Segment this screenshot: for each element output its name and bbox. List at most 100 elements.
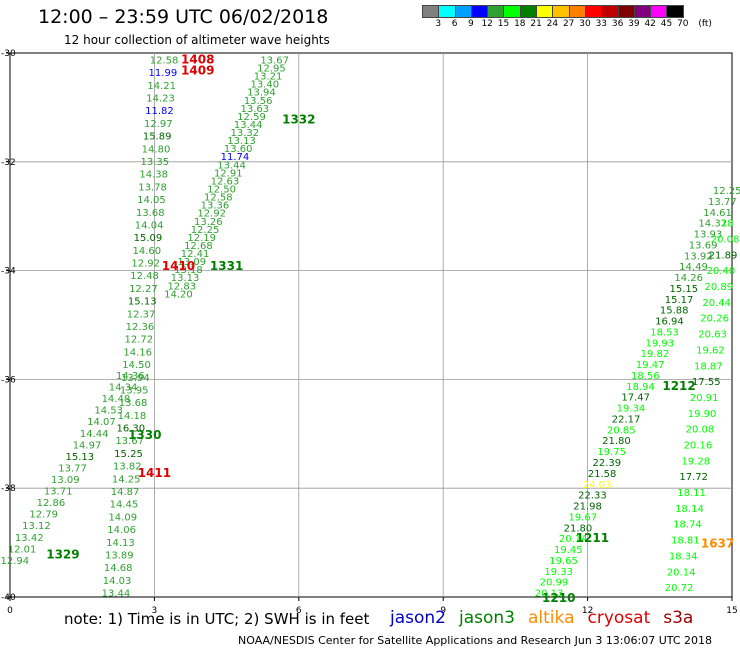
swh-value: 13.13 [227, 136, 256, 147]
swh-value: 14.26 [674, 273, 703, 284]
legend-label: 24 [546, 19, 559, 29]
swh-value: 17.72 [679, 472, 708, 483]
legend-label: 42 [644, 19, 656, 29]
swh-value: 12.94 [0, 556, 29, 567]
swh-value: 21.80 [602, 436, 631, 447]
track-number-label: 1409 [181, 63, 214, 77]
legend-label: 21 [530, 19, 542, 29]
swh-value: 12.91 [214, 168, 243, 179]
swh-value: 12.95 [257, 64, 286, 75]
legend-label: 15 [497, 19, 510, 29]
swh-value: 14.03 [103, 576, 132, 587]
swh-value: 13.78 [138, 182, 167, 193]
swh-value: 13.77 [708, 197, 737, 208]
swh-value: 14.53 [94, 406, 123, 417]
swh-value: 13.71 [44, 487, 73, 498]
swh-value: 16.30 [116, 424, 145, 435]
swh-value: 20.40 [707, 266, 736, 277]
track-number-label: 1212 [662, 379, 695, 393]
swh-value: 13.67 [260, 55, 289, 66]
swh-value: 13.82 [113, 462, 142, 473]
legend-label: 70 [677, 19, 689, 29]
swh-value: 11.99 [149, 68, 178, 79]
swh-value: 13.32 [231, 128, 260, 139]
swh-value: 14.09 [108, 512, 137, 523]
swh-value: 20.16 [684, 440, 713, 451]
legend-label: 9 [468, 19, 474, 29]
swh-value: 13.09 [51, 475, 80, 486]
swh-value: 21.58 [588, 469, 617, 480]
legend-label: 39 [628, 19, 640, 29]
track-number-label: 1330 [128, 428, 161, 442]
swh-value: 14.06 [107, 525, 136, 536]
swh-value: 15.13 [128, 297, 157, 308]
swh-value: 15.88 [660, 306, 689, 317]
swh-value: 12.83 [167, 281, 196, 292]
swh-value: 15.15 [670, 284, 699, 295]
swh-value: 14.44 [80, 429, 109, 440]
swh-value: 14.49 [679, 262, 708, 273]
swh-value: 12.92 [131, 259, 160, 270]
swh-value: 13.63 [240, 104, 269, 115]
swh-value: 13.93 [694, 230, 723, 241]
swh-value: 19.65 [549, 556, 578, 567]
swh-value: 12.27 [129, 284, 158, 295]
swh-value: 14.50 [122, 360, 151, 371]
swh-value: 13.56 [244, 96, 273, 107]
swh-value: 13.42 [15, 533, 44, 544]
swh-value: 14.20 [164, 289, 193, 300]
swh-value: 20.08 [711, 234, 740, 245]
swh-value: 13.89 [105, 550, 134, 561]
legend-label: 30 [579, 19, 591, 29]
swh-value: 12.48 [130, 271, 159, 282]
swh-value: 14.04 [135, 220, 164, 231]
swh-value: 20.89 [704, 282, 733, 293]
swh-value: 20.72 [665, 583, 694, 594]
swh-value: 13.60 [224, 144, 253, 155]
swh-value: 13.94 [247, 88, 276, 99]
swh-value: 12.59 [237, 112, 266, 123]
swh-value: 18.34 [669, 551, 698, 562]
swh-value: 13.92 [684, 251, 713, 262]
satellite-jason3-label: jason3 [459, 608, 515, 628]
swh-value: 12.50 [207, 184, 236, 195]
track-number-label: 1211 [576, 531, 609, 545]
swh-value: 13.44 [217, 160, 246, 171]
plot-frame [9, 52, 733, 598]
swh-value: 19.45 [554, 545, 583, 556]
swh-value: 12.25 [191, 225, 220, 236]
swh-value: 12.68 [184, 241, 213, 252]
swh-value: 19.62 [696, 345, 725, 356]
x-tick-label: 12 [582, 606, 593, 616]
x-tick-label: 9 [440, 606, 446, 616]
swh-value: 13.44 [234, 120, 263, 131]
swh-value: 13.21 [254, 72, 283, 83]
swh-value: 13.44 [102, 589, 131, 600]
swh-value: 19.82 [641, 349, 670, 360]
legend-label: 33 [595, 19, 608, 29]
legend-label: 12 [481, 19, 493, 29]
swh-value: 15.25 [114, 449, 143, 460]
swh-value: 21.89 [709, 250, 738, 261]
footer-note: note: 1) Time is in UTC; 2) SWH is in fe… [64, 610, 370, 628]
swh-value: 20.14 [667, 567, 696, 578]
swh-value: 12.72 [124, 335, 153, 346]
swh-value: 18.14 [675, 504, 704, 515]
swh-value: 14.97 [73, 440, 102, 451]
swh-value: 13.12 [22, 521, 51, 532]
swh-value: 18.11 [677, 488, 706, 499]
legend-swatches [422, 5, 684, 18]
swh-value: 12.01 [8, 544, 37, 555]
swh-value: 14.23 [146, 94, 175, 105]
swh-value: 19.34 [617, 404, 646, 415]
swh-value: 18.56 [631, 371, 660, 382]
track-number-label: 1637 [701, 537, 734, 551]
swh-value: 13.94 [121, 373, 150, 384]
y-tick-label: -40 [1, 593, 16, 603]
y-tick-label: -30 [1, 49, 16, 59]
swh-value: 21.98 [573, 502, 602, 513]
track-number-label: 1331 [210, 259, 243, 273]
x-tick-label: 3 [152, 606, 158, 616]
swh-value: 20.91 [690, 393, 719, 404]
